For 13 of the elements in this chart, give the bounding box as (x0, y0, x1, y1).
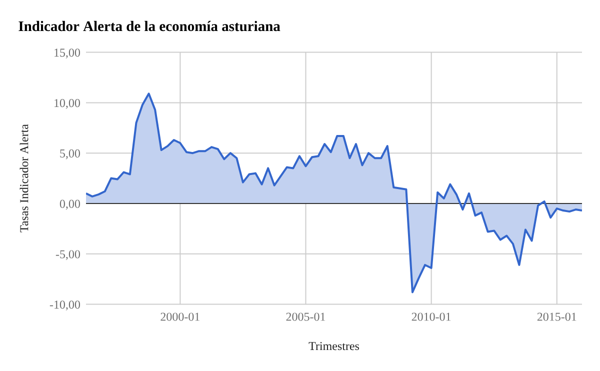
x-axis-title: Trimestres (308, 342, 360, 350)
y-tick-label: -10,00 (50, 300, 80, 310)
y-tick-label: 10,00 (54, 99, 80, 109)
chart-title: Indicador Alerta de la economía asturiana (18, 20, 280, 32)
y-tick-label: -5,00 (56, 250, 80, 260)
y-axis-title: Tasas Indicador Alerta (20, 124, 28, 232)
x-tick-label: 2010-01 (412, 312, 451, 321)
y-tick-label: 0,00 (60, 200, 80, 210)
x-tick-label: 2005-01 (286, 312, 326, 321)
y-tick-label: 5,00 (60, 149, 80, 160)
y-tick-label: 15,00 (54, 48, 80, 58)
x-tick-label: 2015-01 (537, 312, 576, 321)
x-tick-label: 2000-01 (160, 312, 200, 321)
